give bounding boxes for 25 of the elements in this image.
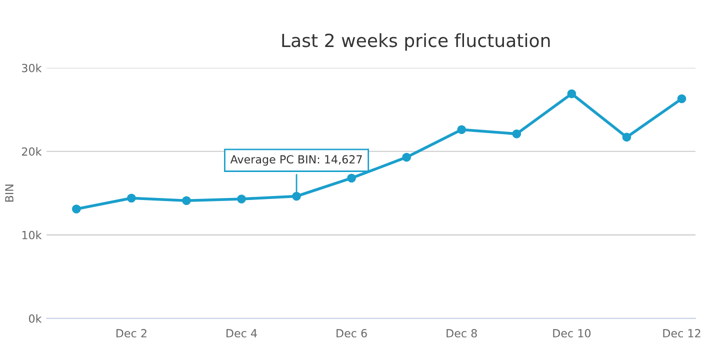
x-tick-label: Dec 8 [446,329,477,338]
y-tick-label: 30k [22,64,42,72]
x-tick-label: Dec 2 [116,329,146,338]
x-tick-label: Dec 6 [336,329,367,338]
y-tick-label: 10k [22,230,42,240]
point [182,196,191,206]
chart-title: Last 2 weeks price fluctuation [282,33,550,51]
point [622,132,632,142]
y-axis-title: BIN [5,184,14,202]
y-tick-label: 20k [22,147,42,156]
point [127,194,136,203]
x-tick-label: Dec 12 [663,329,700,338]
x-tick-label: Dec 10 [553,329,591,338]
point [72,204,81,214]
point [347,174,356,182]
annotation: Average PC BIN: 14,627 [230,155,362,166]
point [402,152,411,162]
point [237,194,246,204]
y-tick-label: 0k [28,314,42,323]
point [677,94,686,104]
x-tick-label: Dec 4 [226,329,257,338]
point [512,129,522,138]
point [292,192,301,201]
point [567,89,576,98]
point [457,125,466,134]
